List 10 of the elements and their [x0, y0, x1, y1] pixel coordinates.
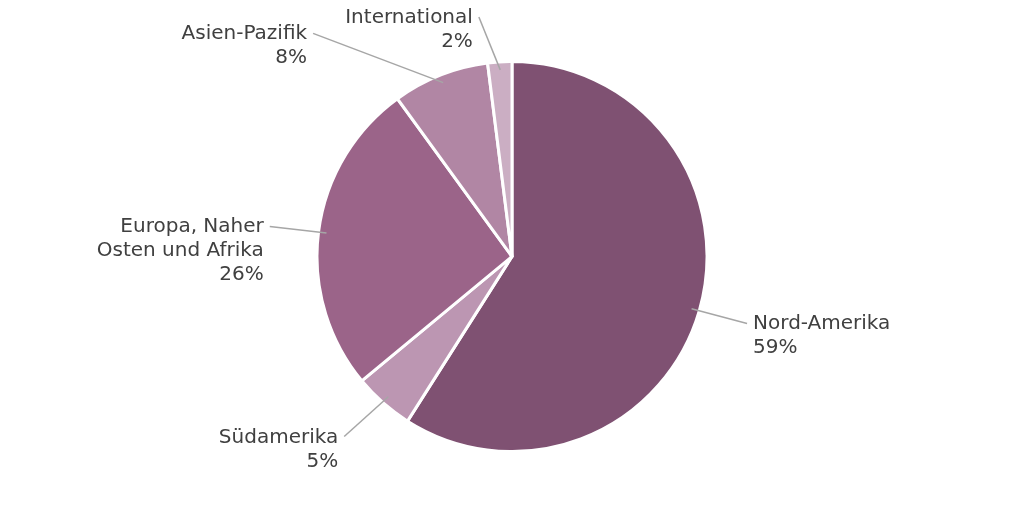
slice-label: Südamerika: [218, 423, 339, 448]
slice-label: International: [345, 3, 473, 28]
slice-label: Nord-Amerika: [753, 310, 891, 335]
data-label: 8%: [275, 44, 308, 69]
data-label: 2%: [441, 27, 473, 52]
data-label: 59%: [753, 334, 798, 359]
slice-label: Europa, Naher Osten und Afrika: [96, 213, 265, 262]
data-label: 5%: [306, 447, 339, 472]
data-label: 26%: [219, 261, 264, 286]
slice-label: Asien-Pazifik: [181, 20, 308, 45]
